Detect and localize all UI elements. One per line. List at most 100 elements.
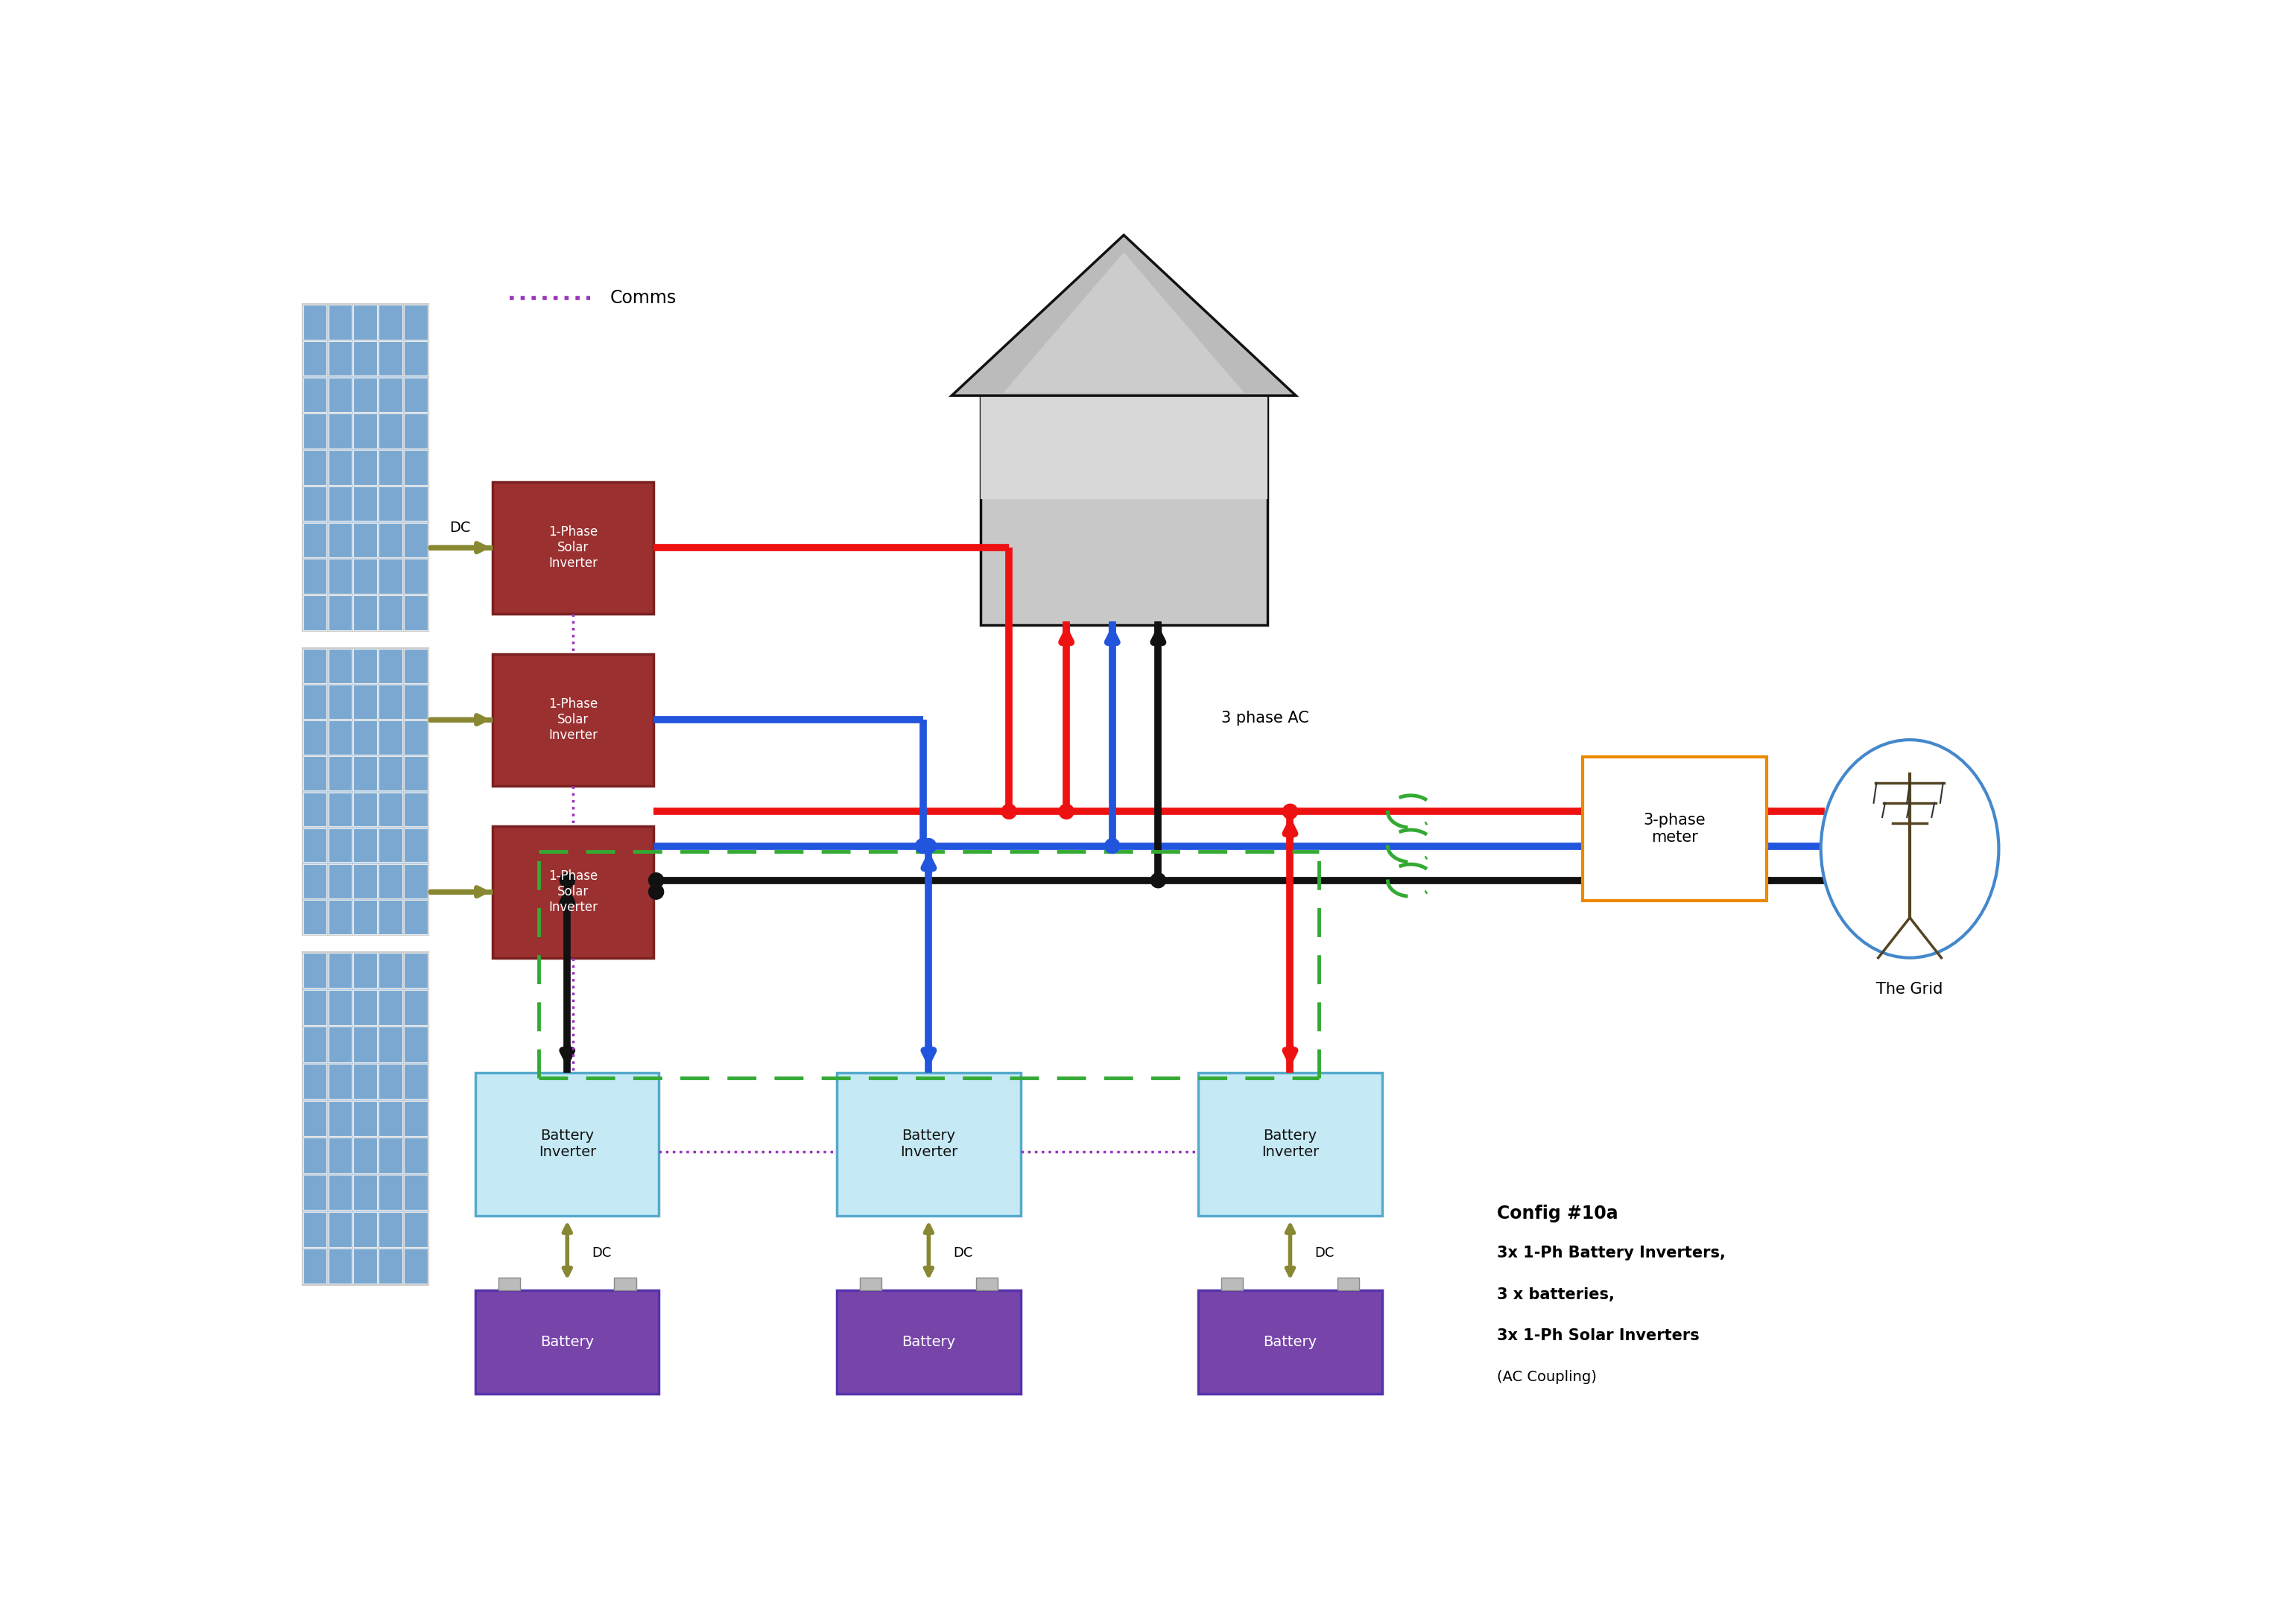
- Bar: [327, 1174, 353, 1210]
- Bar: [378, 1064, 403, 1099]
- Bar: [302, 952, 428, 1285]
- Bar: [327, 1101, 353, 1137]
- Bar: [353, 1064, 378, 1099]
- Bar: [980, 396, 1268, 499]
- Bar: [327, 414, 353, 448]
- Text: Comms: Comms: [611, 289, 678, 307]
- Bar: [492, 654, 652, 786]
- Circle shape: [920, 838, 936, 853]
- Bar: [327, 864, 353, 898]
- Bar: [1337, 1278, 1360, 1291]
- Bar: [353, 650, 378, 684]
- Bar: [327, 596, 353, 630]
- Bar: [353, 305, 378, 339]
- Circle shape: [648, 872, 664, 888]
- Circle shape: [1003, 804, 1016, 818]
- Polygon shape: [952, 235, 1296, 396]
- Bar: [327, 828, 353, 862]
- Bar: [302, 1212, 327, 1247]
- Bar: [327, 900, 353, 934]
- Bar: [353, 559, 378, 594]
- Circle shape: [916, 838, 929, 853]
- Text: 3-phase
meter: 3-phase meter: [1644, 812, 1705, 844]
- Bar: [327, 1064, 353, 1099]
- Bar: [405, 559, 428, 594]
- Bar: [405, 757, 428, 791]
- Text: 1-Phase
Solar
Inverter: 1-Phase Solar Inverter: [549, 869, 597, 914]
- Text: (AC Coupling): (AC Coupling): [1497, 1369, 1595, 1384]
- Bar: [378, 1138, 403, 1173]
- Bar: [353, 341, 378, 375]
- Bar: [378, 596, 403, 630]
- Bar: [353, 900, 378, 934]
- Bar: [405, 414, 428, 448]
- Bar: [302, 648, 428, 935]
- Bar: [405, 450, 428, 484]
- Bar: [302, 341, 327, 375]
- Bar: [302, 559, 327, 594]
- Bar: [353, 377, 378, 412]
- Bar: [1199, 1291, 1383, 1393]
- Bar: [353, 1026, 378, 1062]
- Bar: [378, 793, 403, 827]
- Bar: [353, 757, 378, 791]
- Text: Battery
Inverter: Battery Inverter: [538, 1129, 595, 1160]
- Text: 3x 1-Ph Solar Inverters: 3x 1-Ph Solar Inverters: [1497, 1328, 1698, 1343]
- Text: Battery: Battery: [902, 1335, 955, 1350]
- Text: DC: DC: [593, 1247, 611, 1260]
- Bar: [980, 396, 1268, 625]
- Bar: [378, 341, 403, 375]
- Text: DC: DC: [449, 521, 472, 534]
- Text: 1-Phase
Solar
Inverter: 1-Phase Solar Inverter: [549, 526, 597, 570]
- Bar: [476, 1291, 659, 1393]
- Bar: [405, 305, 428, 339]
- Bar: [327, 377, 353, 412]
- Bar: [302, 1026, 327, 1062]
- Bar: [405, 721, 428, 755]
- Bar: [838, 1072, 1021, 1216]
- Bar: [378, 305, 403, 339]
- Bar: [302, 1174, 327, 1210]
- Bar: [378, 559, 403, 594]
- Bar: [302, 305, 327, 339]
- Bar: [378, 864, 403, 898]
- Bar: [405, 953, 428, 987]
- Bar: [378, 523, 403, 557]
- Text: Config #10a: Config #10a: [1497, 1205, 1618, 1223]
- Bar: [353, 1249, 378, 1285]
- Bar: [327, 991, 353, 1025]
- Text: 3 x batteries,: 3 x batteries,: [1497, 1288, 1614, 1302]
- Bar: [353, 953, 378, 987]
- Circle shape: [1060, 804, 1074, 818]
- Bar: [378, 486, 403, 521]
- Bar: [405, 650, 428, 684]
- Bar: [378, 1174, 403, 1210]
- Bar: [302, 523, 327, 557]
- Bar: [405, 1138, 428, 1173]
- Bar: [353, 414, 378, 448]
- Bar: [327, 721, 353, 755]
- Bar: [353, 685, 378, 719]
- Bar: [302, 486, 327, 521]
- Bar: [353, 721, 378, 755]
- Bar: [353, 450, 378, 484]
- Bar: [302, 1138, 327, 1173]
- Bar: [405, 1249, 428, 1285]
- Ellipse shape: [1820, 741, 1998, 958]
- Text: Battery
Inverter: Battery Inverter: [1261, 1129, 1318, 1160]
- Bar: [378, 991, 403, 1025]
- Bar: [405, 1026, 428, 1062]
- Bar: [353, 1212, 378, 1247]
- Circle shape: [648, 885, 664, 900]
- Bar: [327, 757, 353, 791]
- Bar: [302, 596, 327, 630]
- Bar: [378, 953, 403, 987]
- Bar: [405, 377, 428, 412]
- Bar: [405, 685, 428, 719]
- Bar: [327, 953, 353, 987]
- Bar: [405, 991, 428, 1025]
- Polygon shape: [1003, 252, 1245, 393]
- Circle shape: [1282, 804, 1298, 818]
- Bar: [861, 1278, 881, 1291]
- Bar: [378, 757, 403, 791]
